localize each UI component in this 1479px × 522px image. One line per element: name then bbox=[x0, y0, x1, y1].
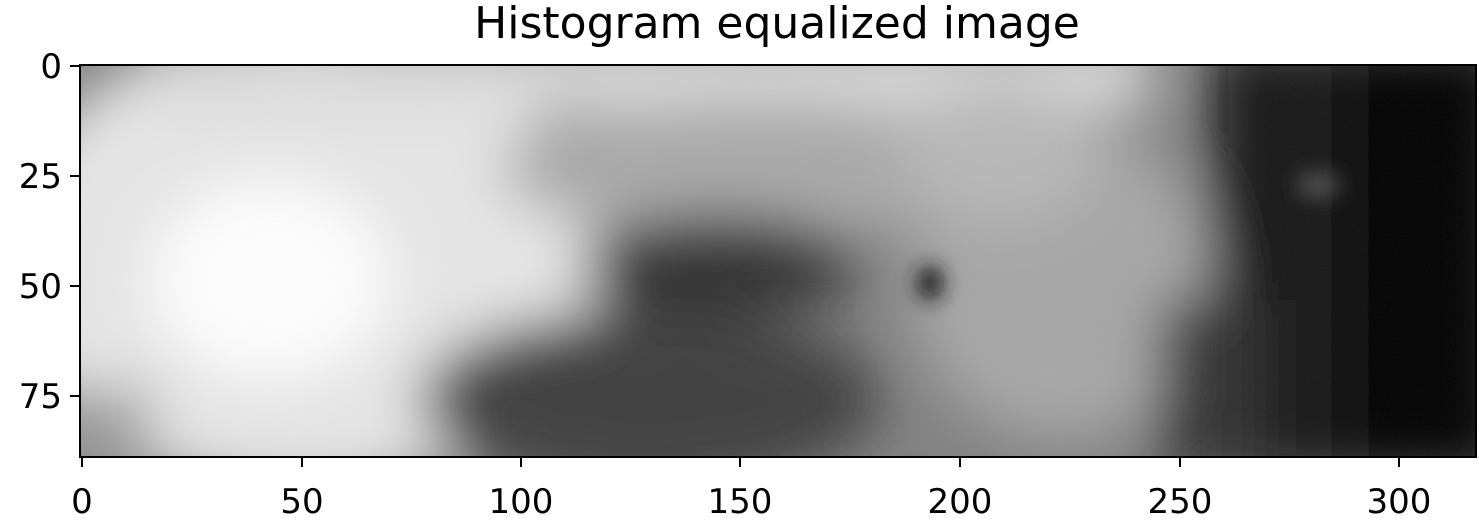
x-tick: 200 bbox=[928, 457, 993, 522]
x-tick-label: 150 bbox=[708, 482, 773, 522]
plot-frame bbox=[79, 64, 1477, 458]
x-tick: 150 bbox=[708, 457, 773, 522]
y-tick: 25 bbox=[19, 157, 80, 197]
y-tick: 0 bbox=[40, 47, 80, 87]
plot-title: Histogram equalized image bbox=[474, 0, 1080, 49]
x-tick: 100 bbox=[489, 457, 554, 522]
x-tick: 250 bbox=[1148, 457, 1213, 522]
x-tick-label: 250 bbox=[1148, 482, 1213, 522]
x-tick: 50 bbox=[280, 457, 324, 522]
y-tick-label: 25 bbox=[19, 157, 62, 197]
x-tick-label: 200 bbox=[928, 482, 993, 522]
y-tick-label: 75 bbox=[19, 377, 62, 417]
y-tick: 50 bbox=[19, 267, 80, 307]
x-axis: 0 50 100 150 200 250 300 bbox=[71, 457, 1431, 522]
y-tick-label: 50 bbox=[19, 267, 62, 307]
y-axis: 0 25 50 75 bbox=[19, 47, 80, 417]
x-tick-label: 0 bbox=[71, 482, 93, 522]
equalized-image bbox=[80, 65, 1476, 457]
x-tick-label: 100 bbox=[489, 482, 554, 522]
y-tick: 75 bbox=[19, 377, 80, 417]
x-tick-label: 300 bbox=[1367, 482, 1432, 522]
x-tick-label: 50 bbox=[280, 482, 323, 522]
x-tick: 0 bbox=[71, 457, 93, 522]
y-tick-label: 0 bbox=[40, 47, 62, 87]
x-tick: 300 bbox=[1367, 457, 1432, 522]
